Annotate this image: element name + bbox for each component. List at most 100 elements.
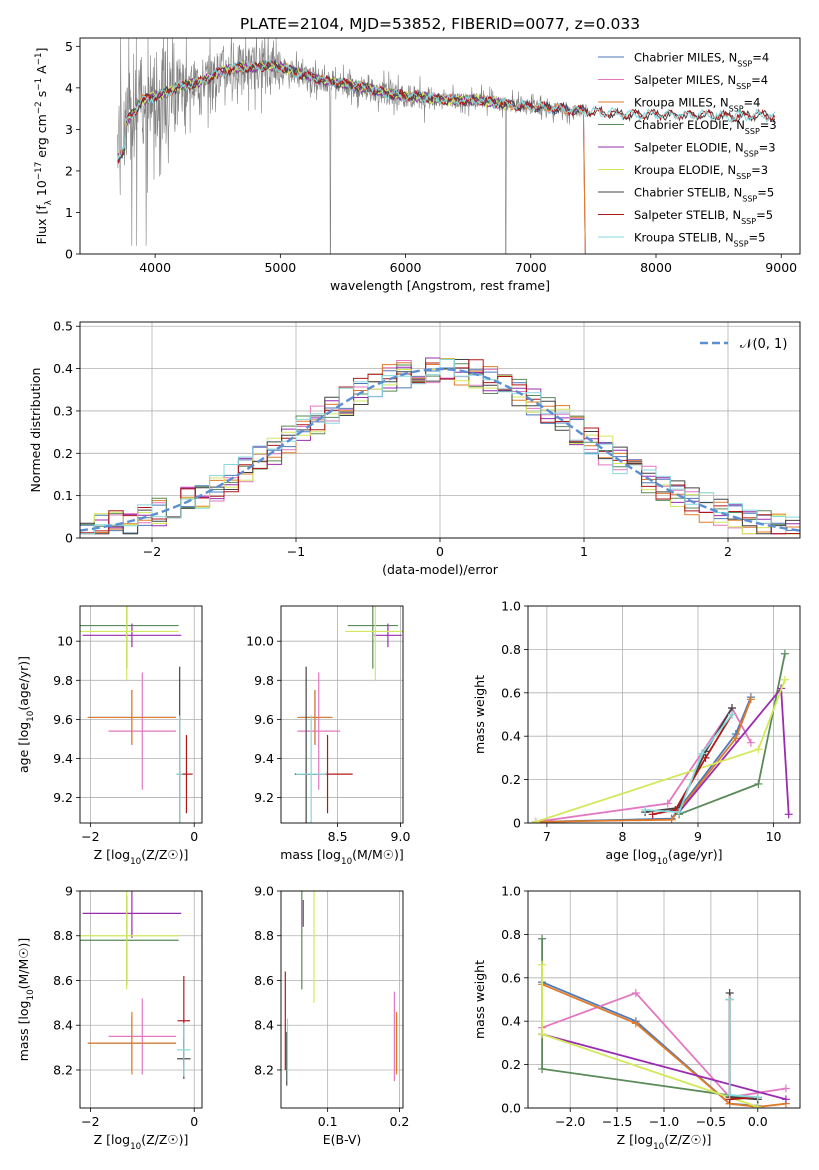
y-tick-label: 1 <box>65 205 73 220</box>
x-axis-label: age [log10(age/yr)] <box>605 847 722 867</box>
spectrum-model-line <box>117 59 776 161</box>
y-tick-label: 8.4 <box>53 1018 73 1033</box>
x-tick-label: 2 <box>724 544 732 559</box>
weight-point-marker <box>728 710 736 719</box>
chart-age_vs_Z: −2 0 9.2 9.4 9.6 9.8 10 Z [log10(Z/Z☉)] age [log… <box>16 605 203 867</box>
weight-point-marker <box>754 745 763 754</box>
y-tick-label: 0.2 <box>501 772 521 787</box>
weight-point-marker <box>780 675 789 684</box>
x-tick-label: 0.0 <box>748 1114 768 1129</box>
y-tick-label: 9 <box>65 884 73 899</box>
y-tick-label: 9.4 <box>254 751 274 766</box>
y-tick-label: 0 <box>513 816 521 831</box>
weight-point-marker <box>753 1093 762 1102</box>
x-tick-label: 0.1 <box>318 1114 338 1129</box>
x-tick-label: 8 <box>618 829 626 844</box>
plot-area-mass_vs_ebv <box>284 891 398 1086</box>
y-tick-label: 1.0 <box>501 599 521 614</box>
chart-weight_vs_Z: −2.0 −1.5 −1.0 −0.5 0.0 0.0 0.2 0.4 0.6 0.8 1.0 Z [… <box>472 884 801 1152</box>
x-tick-label: 8.5 <box>328 829 348 844</box>
chart-residuals: −2 −1 0 1 2 0 0.1 0.2 0.3 0.4 0.5 (data-model)/erro… <box>28 319 801 577</box>
y-axis-label: mass [log10(M/M☉)] <box>16 938 36 1062</box>
y-tick-label: 8.8 <box>254 928 274 943</box>
x-axis-label: E(B-V) <box>323 1132 362 1147</box>
plot-area-weight_vs_Z <box>538 934 790 1108</box>
y-axis-label: mass weight <box>472 960 487 1039</box>
y-tick-label: 2 <box>65 163 73 178</box>
weight-point-marker <box>538 1030 547 1039</box>
y-tick-label: 0.8 <box>501 927 521 942</box>
legend-label: Salpeter MILES, NSSP=4 <box>634 73 768 91</box>
weight-point-marker <box>538 1064 547 1073</box>
weight-point-marker <box>701 753 710 762</box>
weight-point-marker <box>531 817 540 823</box>
x-tick-label: −2 <box>81 1114 99 1129</box>
weight-point-marker <box>538 960 547 969</box>
x-tick-label: 4000 <box>139 260 171 275</box>
y-tick-label: 9.0 <box>254 884 274 899</box>
y-tick-label: 0.6 <box>501 970 521 985</box>
y-tick-label: 1.0 <box>501 884 521 899</box>
weight-point-marker <box>631 1019 640 1028</box>
x-tick-label: −2 <box>81 829 99 844</box>
x-tick-label: 8000 <box>640 260 672 275</box>
weight-point-marker <box>675 808 684 817</box>
weight-point-marker <box>538 934 547 943</box>
chart-weight_vs_age: 7 8 9 10 0 0.2 0.4 0.6 0.8 1.0 age [log10(age/yr)]… <box>472 599 801 867</box>
plot-area-weight_vs_age <box>531 649 793 823</box>
y-tick-label: 0.4 <box>501 729 521 744</box>
weight-point-marker <box>648 810 657 819</box>
weight-point-marker <box>780 649 789 658</box>
chart-age_vs_mass: 8.5 9.0 9.2 9.4 9.6 9.8 10.0 mass [log10(M/M☉)] <box>246 605 411 867</box>
weight-point-marker <box>753 1102 762 1108</box>
x-tick-label: −1.0 <box>649 1114 679 1129</box>
weight-series-line <box>541 991 787 1099</box>
axes-frame <box>79 605 203 824</box>
y-tick-label: 9.6 <box>254 712 274 727</box>
x-axis-label: wavelength [Angstrom, rest frame] <box>330 278 550 293</box>
y-tick-label: 0.2 <box>53 446 73 461</box>
residual-histogram-step <box>80 359 800 538</box>
weight-series-line <box>645 713 733 814</box>
x-axis-label: mass [log10(M/M☉)] <box>280 847 404 867</box>
weight-point-marker <box>725 995 734 1004</box>
x-tick-label: −1 <box>287 544 305 559</box>
y-axis-label: age [log10(age/yr)] <box>16 656 36 773</box>
legend-label: Kroupa ELODIE, NSSP=3 <box>634 163 768 181</box>
weight-point-marker <box>631 988 640 997</box>
x-tick-label: 9.0 <box>391 829 411 844</box>
weight-point-marker <box>731 734 740 743</box>
spectrum-legend: Chabrier MILES, NSSP=4 Salpeter MILES, NS… <box>598 51 777 248</box>
gaussian-legend-label: 𝒩(0, 1) <box>740 337 787 352</box>
legend-label: Chabrier STELIB, NSSP=5 <box>634 186 774 204</box>
weight-point-marker <box>754 779 763 788</box>
x-tick-label: 7 <box>543 829 551 844</box>
y-tick-label: 0.2 <box>501 1057 521 1072</box>
y-tick-label: 0.4 <box>501 1014 521 1029</box>
x-tick-label: 0 <box>190 829 198 844</box>
weight-point-marker <box>746 695 755 704</box>
x-tick-label: 10 <box>766 829 782 844</box>
y-tick-label: 0.0 <box>501 1101 521 1116</box>
chart-mass_vs_Z: −2 0 8.2 8.4 8.6 8.8 9 Z [log10(Z/Z☉)] mass [log… <box>16 884 203 1152</box>
weight-point-marker <box>663 799 672 808</box>
plot-area-age_vs_Z <box>80 606 193 823</box>
x-tick-label: 0 <box>436 544 444 559</box>
x-axis-label: Z [log10(Z/Z☉)] <box>94 1132 189 1152</box>
x-tick-label: −0.5 <box>696 1114 726 1129</box>
plot-area-age_vs_mass <box>294 606 403 823</box>
y-tick-label: 10.0 <box>246 634 274 649</box>
y-tick-label: 0 <box>65 531 73 546</box>
plot-area-mass_vs_Z <box>80 891 191 1079</box>
y-tick-label: 8.2 <box>53 1062 73 1077</box>
legend-label: Kroupa MILES, NSSP=4 <box>634 96 761 114</box>
legend-label: Salpeter ELODIE, NSSP=3 <box>634 141 776 159</box>
x-tick-label: 7000 <box>515 260 547 275</box>
y-tick-label: 9.8 <box>254 673 274 688</box>
weight-series-line <box>535 698 752 823</box>
x-tick-label: −2 <box>143 544 161 559</box>
weight-point-marker <box>784 810 793 819</box>
y-tick-label: 5 <box>65 39 73 54</box>
axes-frame <box>527 890 801 1109</box>
